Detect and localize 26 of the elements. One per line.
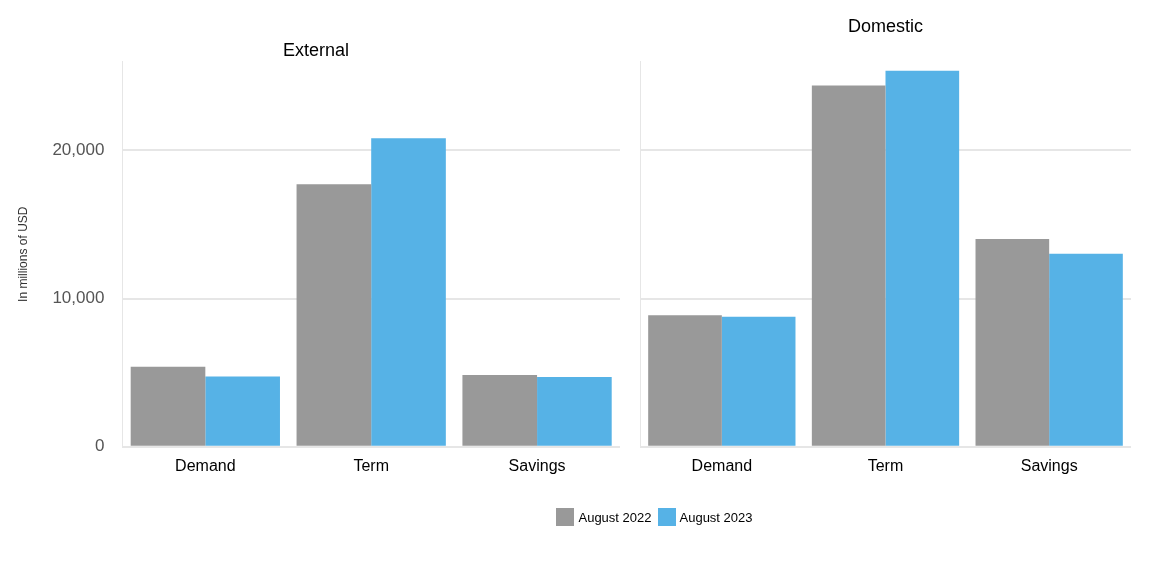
y-tick-label: 0 — [94, 436, 105, 456]
x-tick-label: Term — [353, 456, 389, 474]
bar — [721, 316, 796, 446]
x-tick-label: Demand — [175, 456, 236, 474]
bar — [648, 315, 722, 446]
chart-title: External — [282, 39, 350, 60]
bar — [462, 374, 538, 446]
y-tick-label: 10,000 — [52, 288, 105, 308]
bar — [885, 70, 960, 446]
bar — [1049, 253, 1123, 446]
y-axis-title: In millions of USD — [15, 206, 30, 302]
bar — [975, 238, 1050, 446]
bar — [205, 376, 280, 446]
bar — [537, 377, 612, 446]
bar — [296, 184, 372, 446]
bar — [371, 138, 446, 446]
x-tick-label: Demand — [691, 456, 753, 474]
x-tick-label: Term — [867, 456, 904, 474]
x-tick-label: Savings — [508, 456, 566, 474]
chart-title: Domestic — [847, 15, 924, 36]
legend-label: August 2023 — [679, 509, 753, 525]
bar — [130, 366, 206, 446]
bar — [811, 85, 886, 446]
y-tick-label: 20,000 — [52, 140, 105, 160]
x-tick-label: Savings — [1020, 456, 1078, 474]
legend-label: August 2022 — [578, 509, 652, 525]
